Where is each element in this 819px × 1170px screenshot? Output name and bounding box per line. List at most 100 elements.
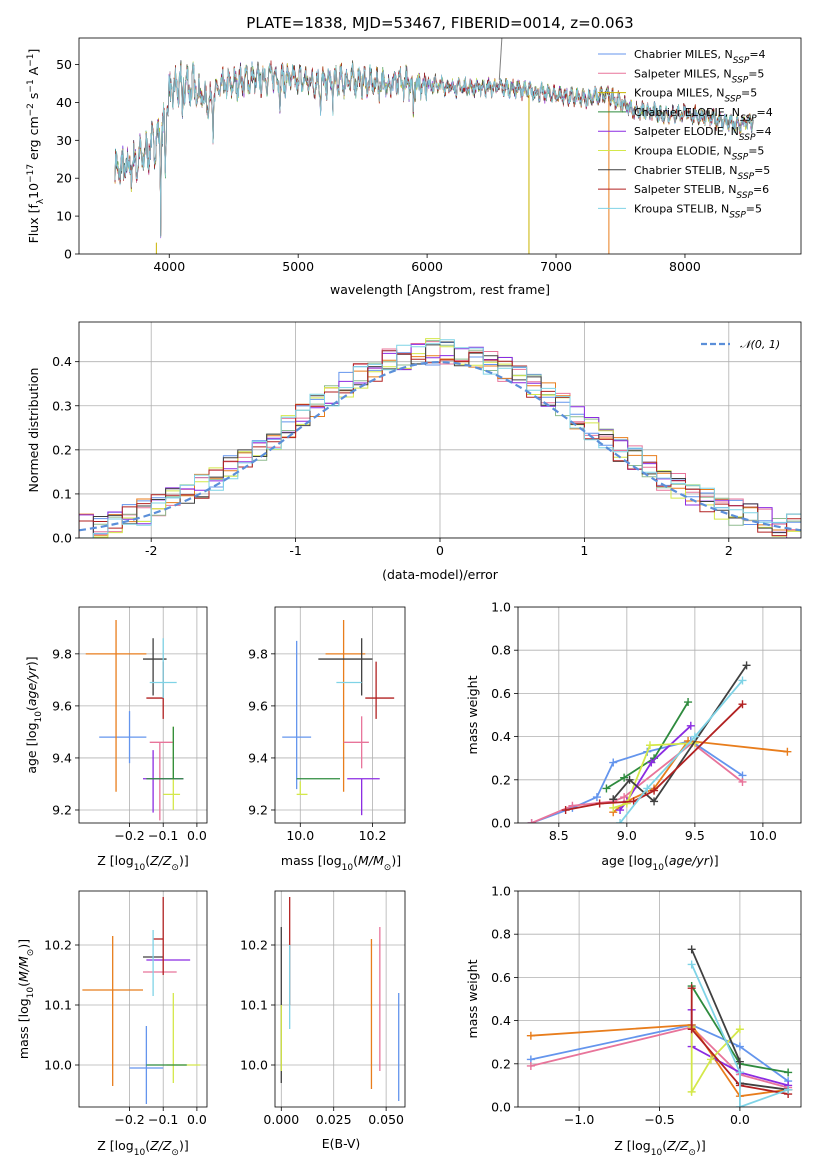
- x-axis-label: E(B-V): [322, 1136, 361, 1151]
- legend-label: Kroupa STELIB, NSSP=5: [634, 202, 762, 220]
- weight-marker: [687, 1025, 696, 1034]
- x-tick-label: 9.5: [685, 828, 705, 843]
- spike-6570: [498, 38, 503, 80]
- x-tick-label: 0.0: [730, 1112, 750, 1127]
- x-tick-label: 1: [580, 543, 588, 558]
- weight-line: [619, 725, 692, 811]
- y-tick-label: 1.0: [491, 884, 511, 899]
- y-tick-label: 9.8: [52, 646, 72, 661]
- y-tick-label: 40: [56, 95, 72, 110]
- y-tick-label: 10.0: [44, 1058, 72, 1073]
- x-tick-label: 9.0: [617, 828, 637, 843]
- weight-marker: [687, 1087, 696, 1096]
- y-tick-label: 0.8: [491, 643, 511, 658]
- axes-frame: [78, 37, 802, 255]
- y-axis-label: mass weight: [465, 959, 480, 1038]
- weight-marker: [687, 945, 696, 954]
- y-tick-label: 0.8: [491, 927, 511, 942]
- y-tick-label: 9.6: [248, 698, 268, 713]
- weight-marker: [735, 1042, 744, 1051]
- figure-title: PLATE=1838, MJD=53467, FIBERID=0014, z=0…: [246, 14, 633, 32]
- y-tick-label: 10.2: [44, 938, 72, 953]
- x-tick-label: −0.2: [114, 828, 144, 843]
- x-axis-label: Z [log10(Z/Z⊙)]: [97, 1138, 188, 1158]
- y-axis-label: mass [log10(M/M⊙)]: [16, 939, 36, 1059]
- y-tick-label: 10.1: [44, 998, 72, 1013]
- y-tick-label: 0.6: [491, 686, 511, 701]
- spectrum-line: [114, 62, 754, 238]
- legend-label: Salpeter ELODIE, NSSP=4: [634, 125, 772, 143]
- y-tick-label: 10.1: [240, 998, 268, 1013]
- y-tick-label: 0.2: [491, 1056, 511, 1071]
- weight-marker: [526, 1031, 535, 1040]
- weight-line: [690, 988, 789, 1095]
- legend-label: Salpeter STELIB, NSSP=6: [634, 183, 769, 201]
- weight-marker: [738, 676, 747, 685]
- axes-frame: [517, 890, 802, 1108]
- weight-marker: [784, 1085, 793, 1094]
- weight-line: [530, 1026, 789, 1089]
- legend-label: 𝒩(0, 1): [740, 338, 780, 351]
- y-tick-label: 0.4: [491, 1013, 511, 1028]
- plot-area-age_vs_mass: [275, 607, 405, 823]
- weight-marker: [595, 799, 604, 808]
- weight-line: [619, 679, 744, 823]
- weight-marker: [561, 806, 570, 815]
- weight-marker: [684, 698, 693, 707]
- x-tick-label: 0.000: [263, 1112, 299, 1127]
- weight-line: [605, 701, 689, 790]
- x-tick-label: 0.025: [316, 1112, 352, 1127]
- plot-area-mass_vs_EBV: [275, 891, 405, 1107]
- y-tick-label: 0.1: [52, 486, 72, 501]
- x-tick-label: −0.1: [148, 1112, 178, 1127]
- weight-marker: [738, 777, 747, 786]
- x-axis-label: age [log10(age/yr)]: [601, 853, 718, 873]
- x-tick-label: 8.5: [549, 828, 569, 843]
- x-tick-label: 6000: [411, 259, 443, 274]
- axes-mass_vs_EBV: 0.000 0.025 0.050 10.0 10.1 10.2 E(B-V): [240, 890, 406, 1151]
- x-tick-label: 10.0: [749, 828, 777, 843]
- x-tick-label: −1.0: [564, 1112, 594, 1127]
- x-tick-label: 10.0: [286, 828, 314, 843]
- y-tick-label: 0.4: [491, 729, 511, 744]
- x-tick-label: -2: [145, 543, 157, 558]
- legend-label: Chabrier STELIB, NSSP=5: [634, 164, 770, 182]
- y-tick-label: 0.0: [491, 1100, 511, 1115]
- y-tick-label: 9.2: [248, 802, 268, 817]
- legend-label: Kroupa MILES, NSSP=5: [634, 87, 757, 105]
- y-tick-label: 0.0: [52, 531, 72, 546]
- y-axis-label: mass weight: [465, 675, 480, 754]
- weight-marker: [784, 1068, 793, 1077]
- weight-marker: [620, 793, 629, 802]
- gridlines: [518, 607, 801, 823]
- x-tick-label: 7000: [540, 259, 572, 274]
- weight-line: [530, 1023, 789, 1082]
- plot-area-weight_vs_age: [518, 607, 801, 823]
- x-tick-label: 0: [436, 543, 444, 558]
- weight-line: [690, 964, 789, 1107]
- y-axis-label: age [log10(age/yr)]: [24, 656, 44, 773]
- axes-residual_histogram: -2 -1 0 1 2 0.0 0.1 0.2 0.3 0.4 𝒩(0, 1) (data-model…: [26, 321, 802, 582]
- axes-frame: [78, 890, 208, 1108]
- y-axis-label: Normed distribution: [26, 368, 41, 493]
- weight-marker: [609, 758, 618, 767]
- weight-line: [612, 742, 695, 809]
- weight-line: [690, 1027, 741, 1096]
- x-axis-label: (data-model)/error: [382, 567, 499, 582]
- weight-marker: [687, 960, 696, 969]
- weight-marker: [690, 732, 699, 741]
- axes-frame: [517, 606, 802, 824]
- y-tick-label: 0.0: [491, 816, 511, 831]
- x-axis-label: Z [log10(Z/Z⊙)]: [614, 1138, 705, 1158]
- gridlines: [275, 891, 405, 1107]
- y-tick-label: 9.8: [248, 646, 268, 661]
- y-tick-label: 0.6: [491, 970, 511, 985]
- plot-area-mass_vs_Z: [79, 891, 207, 1107]
- y-tick-label: 9.2: [52, 802, 72, 817]
- weight-line: [612, 664, 748, 803]
- legend-label: Chabrier MILES, NSSP=4: [634, 48, 766, 66]
- axes-frame: [78, 321, 802, 539]
- y-tick-label: 1.0: [491, 600, 511, 615]
